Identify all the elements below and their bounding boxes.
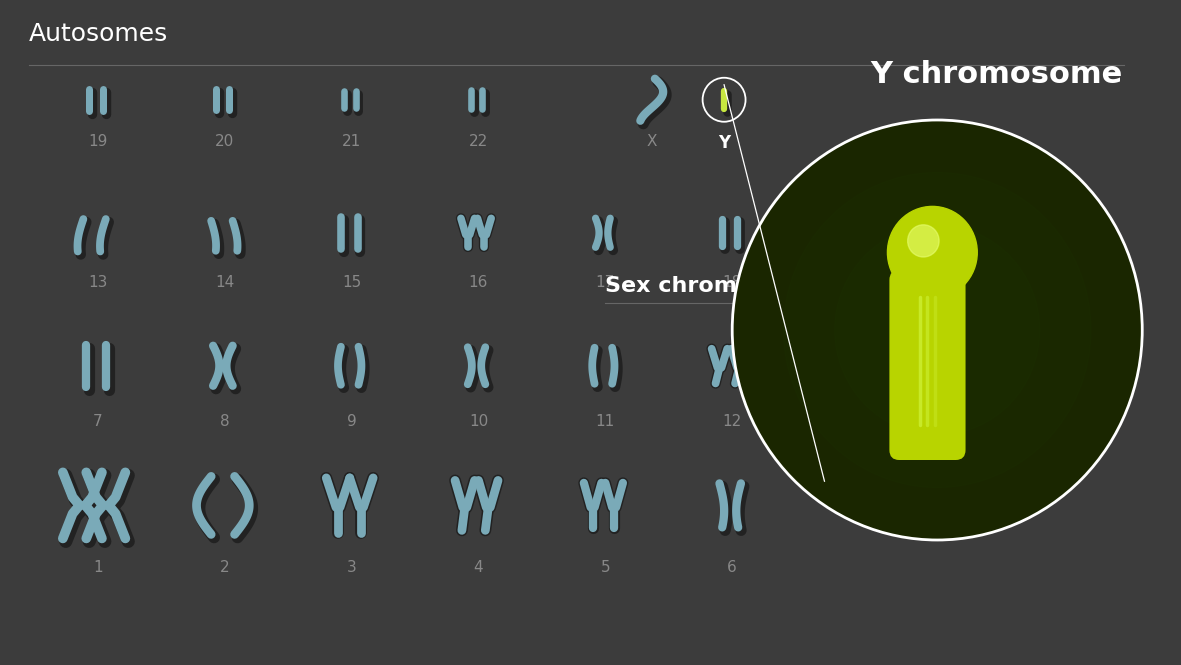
Text: 18: 18 bbox=[723, 275, 742, 290]
Text: Sex chromosomes: Sex chromosomes bbox=[606, 276, 833, 296]
Text: 14: 14 bbox=[215, 275, 235, 290]
Text: 17: 17 bbox=[595, 275, 615, 290]
Text: 7: 7 bbox=[93, 414, 103, 429]
Text: Autosomes: Autosomes bbox=[30, 22, 169, 46]
Text: 20: 20 bbox=[215, 134, 235, 149]
Text: 1: 1 bbox=[93, 561, 103, 575]
Circle shape bbox=[887, 206, 977, 299]
Text: 15: 15 bbox=[342, 275, 361, 290]
Text: 22: 22 bbox=[469, 134, 488, 149]
Text: 3: 3 bbox=[347, 561, 357, 575]
Text: X: X bbox=[646, 134, 657, 149]
FancyBboxPatch shape bbox=[889, 270, 966, 460]
Text: 19: 19 bbox=[89, 134, 107, 149]
Text: 10: 10 bbox=[469, 414, 488, 429]
Text: 9: 9 bbox=[347, 414, 357, 429]
Circle shape bbox=[835, 225, 1039, 435]
Text: 16: 16 bbox=[469, 275, 488, 290]
Text: Y chromosome: Y chromosome bbox=[870, 60, 1123, 89]
Text: 11: 11 bbox=[595, 414, 615, 429]
Text: 6: 6 bbox=[727, 561, 737, 575]
Circle shape bbox=[732, 120, 1142, 540]
Circle shape bbox=[732, 120, 1142, 540]
Circle shape bbox=[783, 172, 1091, 487]
Text: 8: 8 bbox=[220, 414, 229, 429]
Text: 12: 12 bbox=[723, 414, 742, 429]
Text: 21: 21 bbox=[342, 134, 361, 149]
Text: 2: 2 bbox=[220, 561, 229, 575]
Text: 4: 4 bbox=[474, 561, 483, 575]
Circle shape bbox=[908, 225, 939, 257]
Text: 13: 13 bbox=[89, 275, 107, 290]
Text: 5: 5 bbox=[600, 561, 611, 575]
Text: Y: Y bbox=[718, 134, 730, 152]
